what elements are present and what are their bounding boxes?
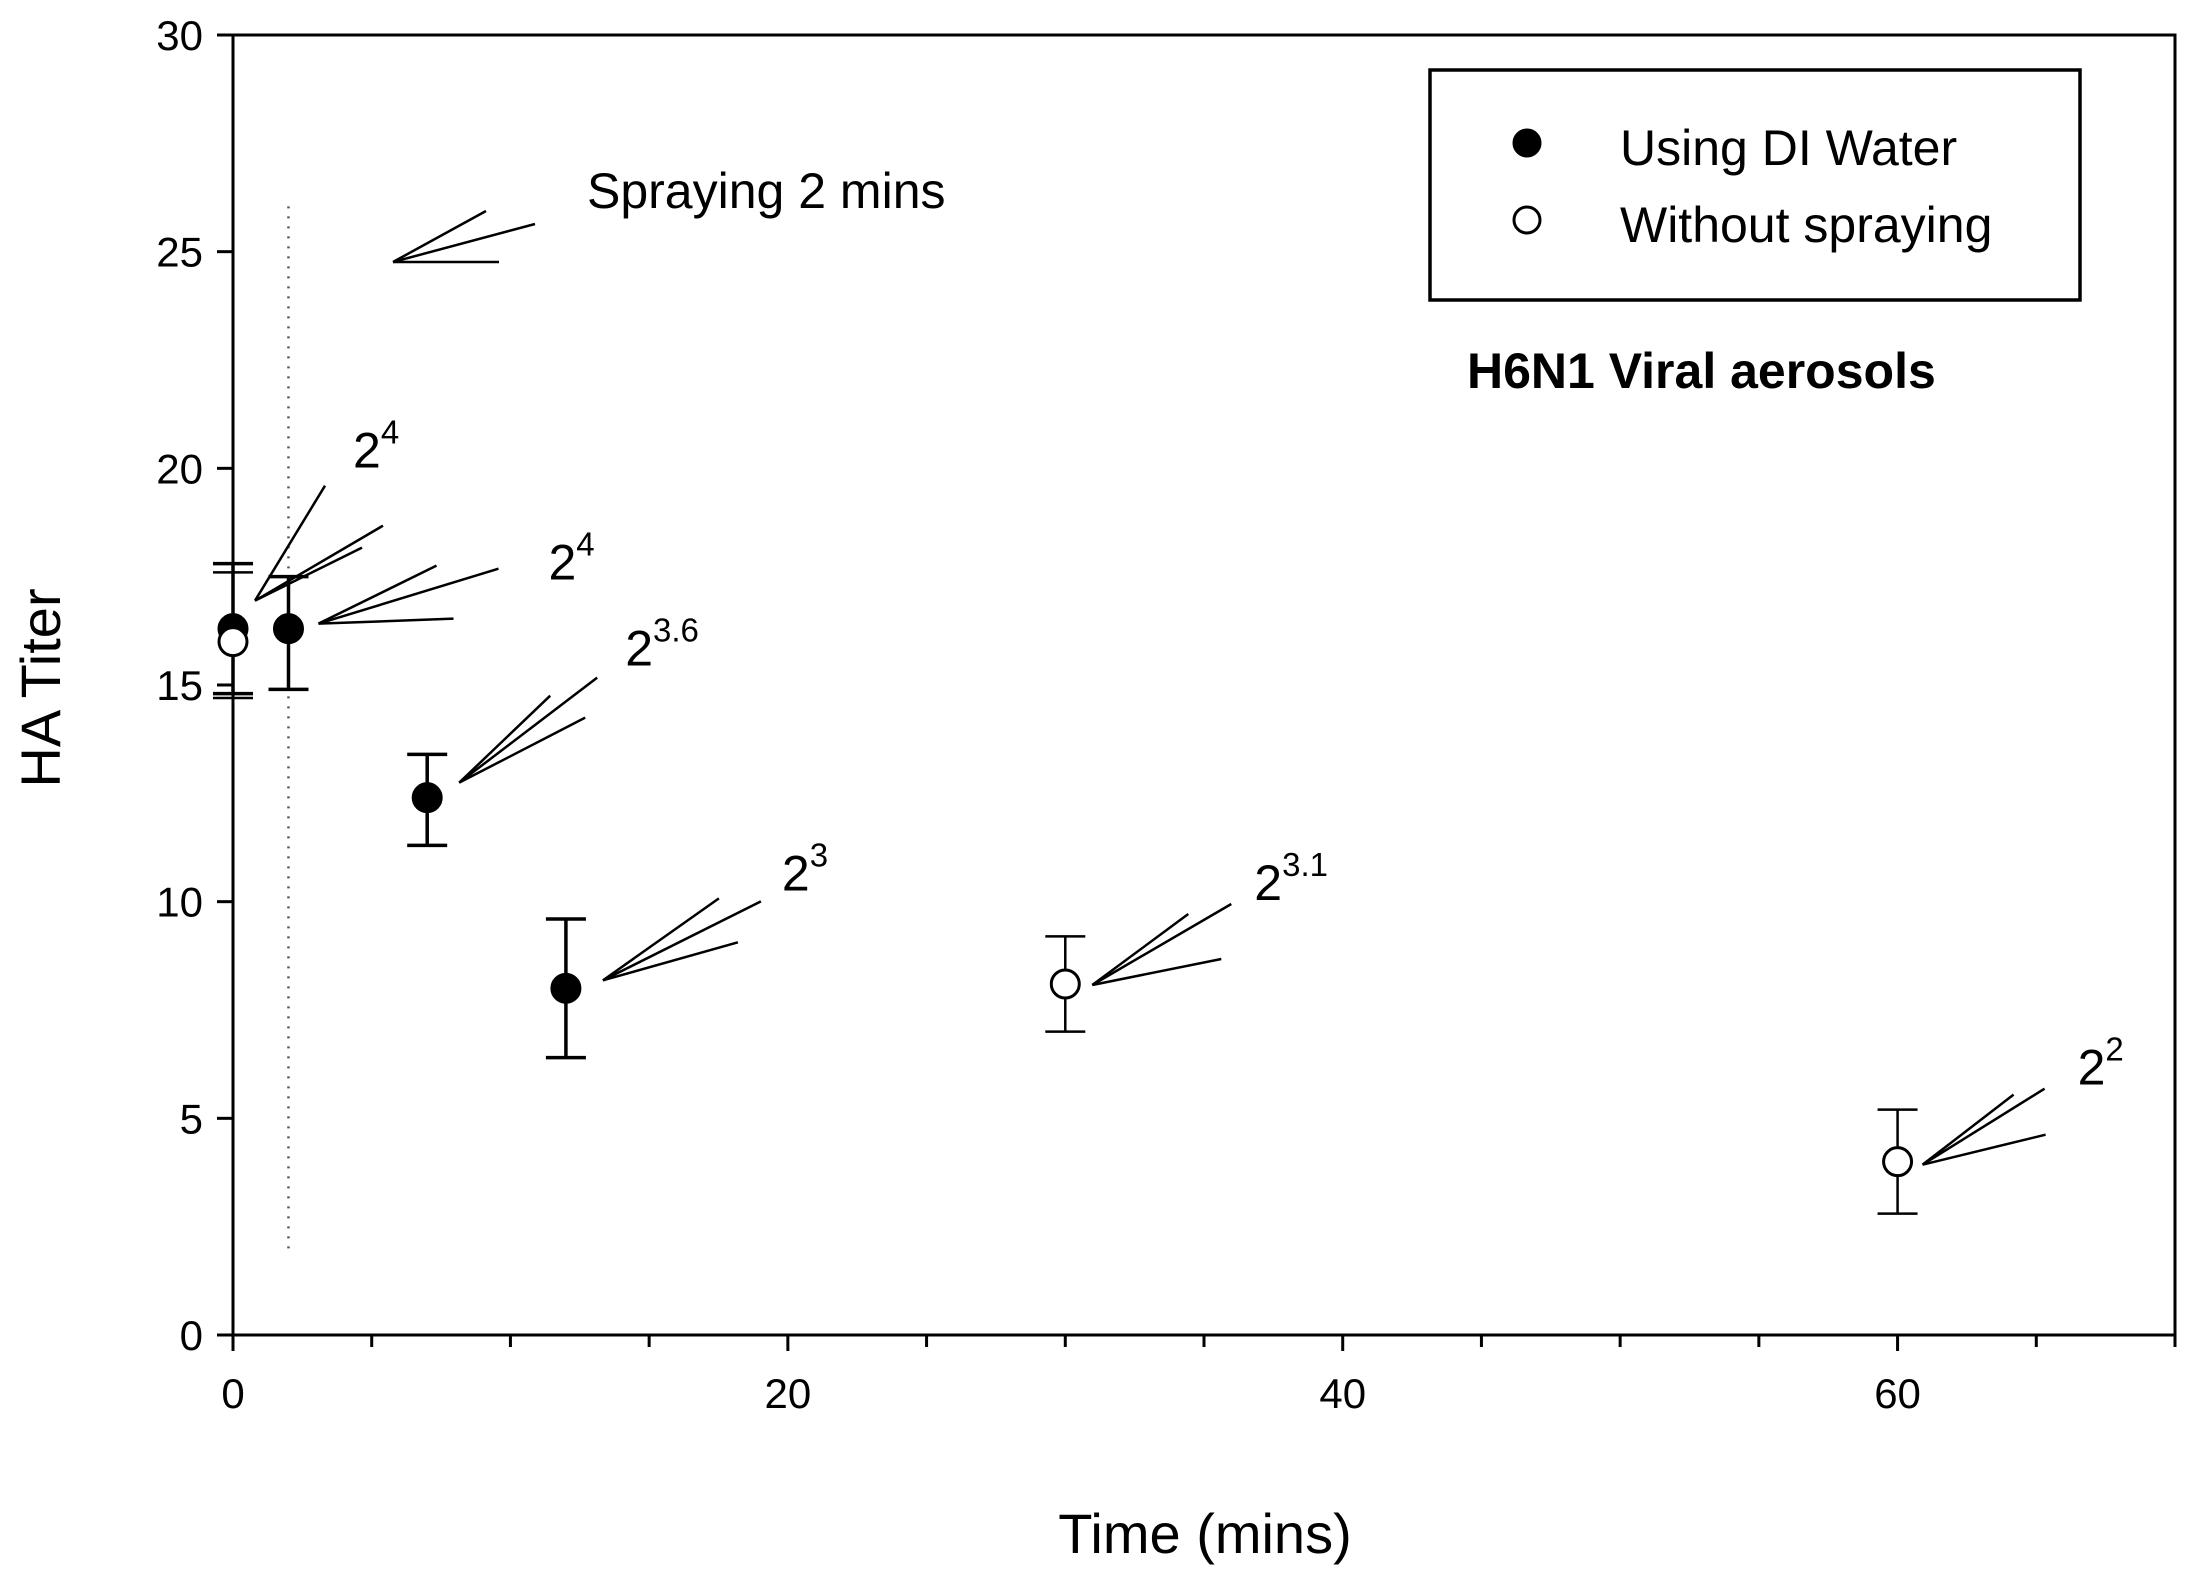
annotation-arrow-stroke (602, 900, 762, 982)
y-tick-label: 0 (180, 1312, 203, 1359)
exponent-base: 2 (548, 535, 576, 591)
exponent-label: 24 (353, 414, 399, 479)
exponent-label: 23.1 (1254, 846, 1328, 911)
data-point-using-di-water (550, 972, 582, 1004)
exponent-label: 23 (782, 836, 828, 901)
exponent-power: 4 (381, 414, 399, 451)
annotation-arrow-stroke (602, 897, 720, 982)
exponent-power: 3 (810, 836, 828, 873)
annotation-arrow-stroke (318, 567, 499, 625)
annotation-arrow-stroke (1092, 957, 1222, 987)
spray-arrow-stroke (392, 222, 536, 264)
annotation-arrow-stroke (1921, 1093, 2015, 1166)
legend-marker-without-spraying (1512, 205, 1542, 235)
spray-label: Spraying 2 mins (587, 163, 946, 219)
y-tick-label: 30 (156, 12, 203, 59)
legend-marker-using-di-water (1512, 128, 1542, 158)
legend-label-using-di-water: Using DI Water (1620, 120, 1957, 176)
annotation-arrow-stroke (254, 524, 384, 602)
data-point-using-di-water (272, 613, 304, 645)
legend: Using DI Water Without spraying (1428, 68, 2082, 302)
x-tick-label: 0 (221, 1370, 244, 1417)
annotation-arrow-stroke (318, 617, 454, 625)
annotation-arrow-stroke (1091, 912, 1190, 987)
legend-box (1428, 68, 2082, 302)
annotation-arrow-stroke (602, 941, 739, 982)
exponent-base: 2 (782, 845, 810, 901)
x-axis-title: Time (mins) (1058, 1502, 1351, 1565)
annotation-arrow-stroke (254, 546, 363, 602)
annotation-arrow-stroke (1922, 1133, 2046, 1166)
annotation-arrow-stroke (458, 694, 552, 784)
annotation-arrow-stroke (458, 716, 586, 784)
x-tick-label: 60 (1874, 1370, 1921, 1417)
exponent-label: 22 (2078, 1031, 2124, 1096)
legend-label-without-spraying: Without spraying (1620, 197, 1992, 253)
exponent-power: 3.1 (1282, 846, 1328, 883)
y-tick-label: 25 (156, 229, 203, 276)
data-point-without-spraying (1882, 1146, 1914, 1178)
exponent-power: 4 (576, 526, 594, 563)
y-tick-label: 10 (156, 879, 203, 926)
chart-subtitle: H6N1 Viral aerosols (1467, 343, 1936, 399)
exponent-base: 2 (2078, 1040, 2106, 1096)
annotation-arrow-stroke (317, 564, 438, 625)
exponent-label: 23.6 (625, 612, 699, 677)
exponent-base: 2 (353, 423, 381, 479)
annotation-arrow-stroke (458, 676, 598, 784)
data-point-without-spraying (1049, 968, 1081, 1000)
exponent-label: 24 (548, 526, 594, 591)
x-tick-label: 40 (1319, 1370, 1366, 1417)
x-tick-label: 20 (764, 1370, 811, 1417)
annotation-arrow-stroke (253, 485, 327, 602)
exponent-base: 2 (625, 621, 653, 677)
annotation-arrow-stroke (1921, 1087, 2046, 1166)
y-tick-label: 15 (156, 662, 203, 709)
exponent-base: 2 (1254, 855, 1282, 911)
data-point-using-di-water (411, 782, 443, 814)
exponent-power: 3.6 (653, 612, 699, 649)
spray-arrow-stroke (392, 209, 487, 264)
y-axis-title: HA Titer (9, 588, 72, 787)
y-tick-label: 5 (180, 1095, 203, 1142)
exponent-power: 2 (2105, 1031, 2123, 1068)
y-tick-label: 20 (156, 445, 203, 492)
data-point-without-spraying (217, 626, 249, 658)
annotation-arrow-stroke (1091, 902, 1232, 987)
